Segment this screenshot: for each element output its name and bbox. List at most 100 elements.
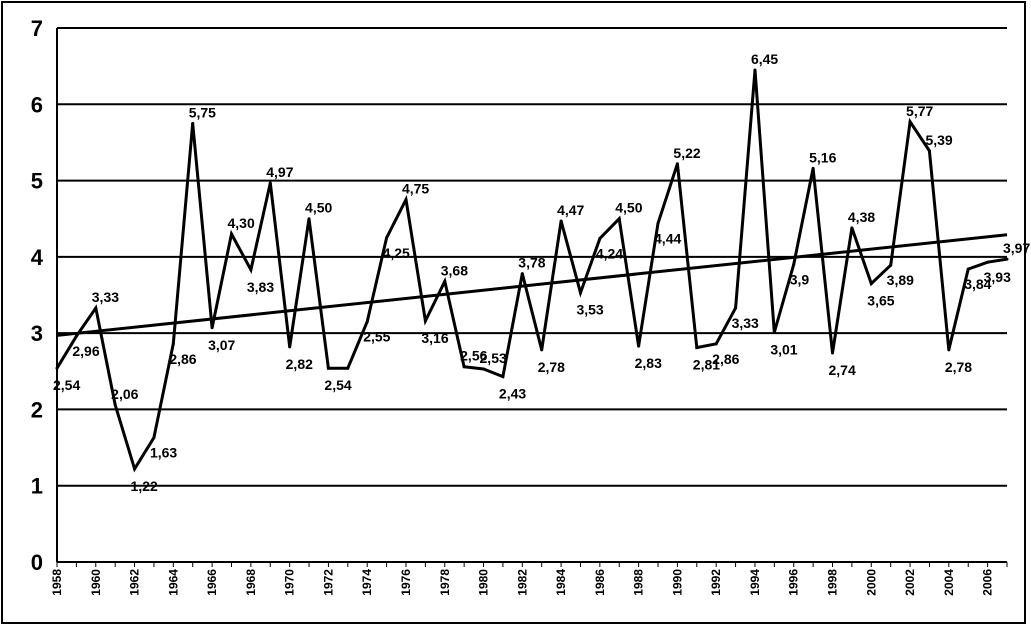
data-point [133,467,137,471]
data-label: 2,81 [693,357,720,373]
data-label: 2,56 [460,348,487,364]
x-tick-label: 1958 [50,569,64,596]
data-label: 2,86 [712,351,739,367]
data-label: 2,82 [286,356,313,372]
data-label: 5,22 [673,145,700,161]
data-label: 3,93 [984,269,1011,285]
x-tick-label: 2002 [903,569,917,596]
data-point [986,260,990,264]
data-label: 3,68 [441,262,468,278]
data-label: 2,74 [829,362,856,378]
x-tick-label: 1972 [321,569,335,596]
data-label: 3,89 [887,272,914,288]
data-point [307,217,311,221]
x-tick-label: 2004 [942,569,956,596]
data-point [792,262,796,266]
data-point [1005,257,1009,261]
data-label: 4,25 [383,245,410,261]
data-point [966,267,970,271]
data-label: 3,65 [867,293,894,309]
data-label: 2,55 [363,329,390,345]
data-point [850,226,854,230]
data-label: 2,86 [169,351,196,367]
data-point [482,367,486,371]
y-tick-label: 4 [31,245,44,270]
data-point [714,342,718,346]
data-point [520,272,524,276]
x-tick-label: 1976 [399,569,413,596]
data-point [927,149,931,153]
data-label: 4,24 [596,246,623,262]
y-tick-label: 1 [31,474,43,499]
data-point [443,279,447,283]
x-tick-label: 1970 [283,569,297,596]
data-label: 4,50 [305,200,332,216]
data-label: 5,77 [906,103,933,119]
data-label: 3,97 [1003,240,1030,256]
data-label: 3,84 [964,276,991,292]
x-tick-label: 1996 [787,569,801,596]
x-tick-label: 1978 [438,569,452,596]
data-point [229,232,233,236]
x-tick-label: 1982 [515,569,529,596]
x-tick-label: 1962 [128,569,142,596]
data-point [113,403,117,407]
data-point [55,366,59,370]
data-point [811,166,815,170]
x-tick-label: 1974 [360,569,374,596]
y-tick-label: 7 [31,16,43,41]
x-tick-label: 1994 [748,569,762,596]
y-tick-label: 6 [31,92,43,117]
data-point [617,217,621,221]
data-point [675,162,679,166]
data-label: 3,16 [421,330,448,346]
y-tick-label: 5 [31,169,43,194]
data-point [695,346,699,350]
data-point [540,348,544,352]
data-point [501,375,505,379]
data-point [249,268,253,272]
data-point [210,326,214,330]
y-tick-label: 3 [31,321,43,346]
x-tick-label: 1960 [89,569,103,596]
data-label: 4,38 [848,209,875,225]
data-point [365,320,369,324]
data-point [734,306,738,310]
data-point [404,198,408,202]
data-label: 2,78 [945,359,972,375]
y-tick-label: 0 [31,550,43,575]
data-point [598,237,602,241]
x-tick-label: 1998 [826,569,840,596]
data-label: 4,30 [227,215,254,231]
x-tick-label: 2000 [864,569,878,596]
data-label: 5,75 [189,104,216,120]
data-point [385,236,389,240]
data-point [908,120,912,124]
data-point [772,330,776,334]
data-label: 3,53 [576,302,603,318]
data-label: 2,96 [72,343,99,359]
data-label: 2,54 [53,377,80,393]
data-label: 4,50 [615,200,642,216]
data-point [326,366,330,370]
data-point [191,121,195,125]
data-point [171,342,175,346]
data-label: 3,83 [247,279,274,295]
data-point [152,436,156,440]
data-label: 2,83 [635,355,662,371]
data-point [94,306,98,310]
data-label: 3,01 [770,341,797,357]
data-label: 2,53 [480,350,507,366]
x-tick-label: 1992 [709,569,723,596]
data-label: 1,22 [131,478,158,494]
data-point [288,345,292,349]
data-point [637,344,641,348]
x-tick-label: 1968 [244,569,258,596]
data-point [559,219,563,223]
x-tick-label: 1984 [554,569,568,596]
data-label: 4,75 [402,181,429,197]
data-label: 4,44 [654,230,681,246]
series-line [55,69,1008,473]
data-point [753,68,757,72]
